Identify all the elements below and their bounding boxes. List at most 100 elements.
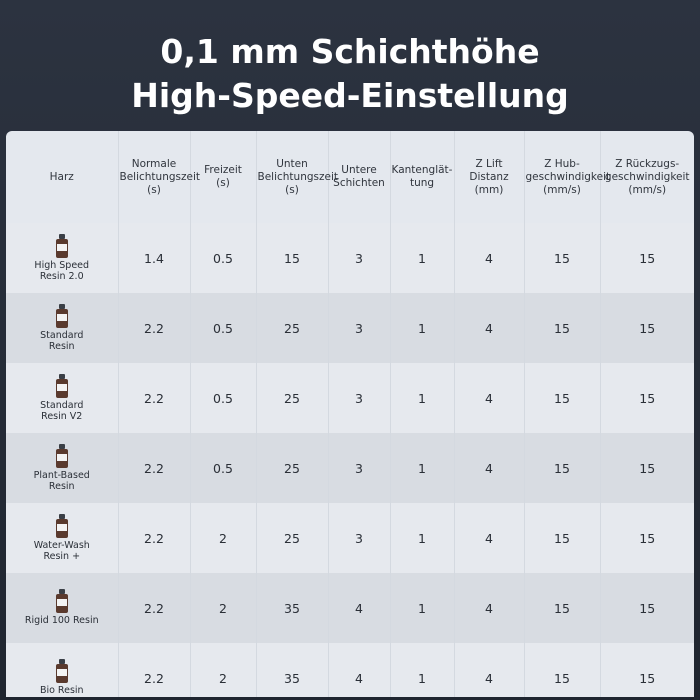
resin-name: Standard <box>40 399 84 411</box>
table-body: High Speed Resin 2.0 1.4 0.5 15 3 1 4 15 15 Standa… <box>6 223 694 697</box>
resin-bottle-icon <box>55 233 68 258</box>
table-cell: 15 <box>524 223 601 293</box>
table-cell: 15 <box>524 433 601 503</box>
table-cell: 15 <box>600 573 694 643</box>
column-header-text: Z Lift <box>475 157 503 170</box>
column-header-text: Harz <box>49 170 74 183</box>
table-cell: 3 <box>328 503 391 573</box>
table-cell: 4 <box>328 573 391 643</box>
resin-name: Resin <box>48 481 75 492</box>
table-row: Bio Resin 2.2 2 35 4 1 4 15 15 <box>6 643 694 697</box>
resin-name: Resin <box>48 341 75 352</box>
table-cell: 15 <box>600 363 694 433</box>
table-cell: 15 <box>600 223 694 293</box>
table-cell: 1.4 <box>118 223 191 293</box>
table-row: Water-Wash Resin +2.2 2 25 3 1 4 15 15 <box>6 503 694 573</box>
table-cell: 2.2 <box>118 643 191 697</box>
resin-cell: High Speed Resin 2.0 <box>6 223 119 293</box>
resin-bottle-icon <box>55 513 68 538</box>
table-cell: 2.2 <box>118 503 191 573</box>
column-header-text: Z Rückzugs- <box>615 157 680 170</box>
column-header-text: Schichten <box>333 177 385 189</box>
table-cell: 1 <box>390 363 455 433</box>
column-header: Z Lift Distanz (mm) <box>454 131 525 223</box>
column-header-text: (mm/s) <box>543 183 581 196</box>
resin-name: Standard <box>40 329 84 341</box>
table-cell: 15 <box>600 433 694 503</box>
table-cell: 4 <box>454 293 525 363</box>
column-header-text: Belichtungszeit <box>119 170 201 183</box>
table-cell: 15 <box>256 223 329 293</box>
table-cell: 4 <box>454 643 525 697</box>
resin-bottle-icon <box>55 443 68 468</box>
table-cell: 0.5 <box>190 223 257 293</box>
resin-cell: Standard Resin V2 <box>6 363 119 433</box>
header-row: Harz Normale Belichtungszeit (s) Freizeit (s)… <box>6 131 694 223</box>
table-cell: 15 <box>600 643 694 697</box>
table-row: Rigid 100 Resin 2.2 2 35 4 1 4 15 15 <box>6 573 694 643</box>
column-header-text: (s) <box>147 183 161 196</box>
column-header: Harz <box>6 131 119 223</box>
table-cell: 2.2 <box>118 433 191 503</box>
resin-bottle-icon <box>55 303 68 328</box>
page-title: 0,1 mm Schichthöhe High-Speed-Einstellun… <box>0 30 700 118</box>
column-header-text: Belichtungszeit <box>257 170 339 183</box>
table-cell: 3 <box>328 293 391 363</box>
column-header: Z Hub-geschwindigkeit (mm/s) <box>524 131 611 223</box>
table-cell: 4 <box>454 433 525 503</box>
column-header-text: (mm/s) <box>628 183 667 196</box>
table-row: Standard Resin V2 2.2 0.5 25 3 1 4 15 15 <box>6 363 694 433</box>
column-header: Kantenglät-tung <box>390 131 455 223</box>
title-line-1: 0,1 mm Schichthöhe <box>160 32 540 71</box>
column-header-text: Z Hub- <box>544 157 580 170</box>
table-cell: 15 <box>524 643 601 697</box>
table-cell: 0.5 <box>190 363 257 433</box>
table-row: Standard Resin 2.2 0.5 25 3 1 4 15 15 <box>6 293 694 363</box>
table-cell: 1 <box>390 293 455 363</box>
column-header-text: Distanz <box>469 170 509 183</box>
resin-cell: Plant-Based Resin <box>6 433 119 503</box>
table-cell: 0.5 <box>190 293 257 363</box>
table-cell: 2 <box>190 503 257 573</box>
column-header-text: (s) <box>216 177 230 189</box>
table-row: High Speed Resin 2.0 1.4 0.5 15 3 1 4 15 15 <box>6 223 694 293</box>
table-cell: 15 <box>524 363 601 433</box>
resin-name: Rigid 100 Resin <box>24 615 99 627</box>
resin-name: Plant-Based <box>33 469 90 481</box>
resin-cell: Bio Resin <box>6 643 119 697</box>
column-header-text: (mm) <box>474 183 504 196</box>
column-header: Unten Belichtungszeit (s) <box>256 131 339 223</box>
column-header-text: Untere <box>341 164 377 176</box>
table-cell: 2.2 <box>118 363 191 433</box>
column-header-text: Unten <box>276 157 308 170</box>
resin-name: Resin V2 <box>41 411 83 422</box>
table-cell: 15 <box>524 293 601 363</box>
resin-name: Resin + <box>43 551 81 562</box>
table-cell: 2 <box>190 573 257 643</box>
resin-bottle-icon <box>55 589 68 614</box>
table-cell: 3 <box>328 223 391 293</box>
resin-bottle-icon <box>55 373 68 398</box>
table-cell: 35 <box>256 643 329 697</box>
settings-table-panel: Harz Normale Belichtungszeit (s) Freizeit (s)… <box>6 131 694 697</box>
column-header-text: (s) <box>285 183 299 196</box>
table-cell: 1 <box>390 573 455 643</box>
resin-name: Water-Wash <box>33 539 90 551</box>
resin-cell: Rigid 100 Resin <box>6 573 119 643</box>
column-header-text: geschwindigkeit <box>525 170 611 183</box>
resin-name: Resin 2.0 <box>39 271 84 282</box>
table-cell: 25 <box>256 433 329 503</box>
table-cell: 4 <box>454 573 525 643</box>
column-header-text: tung <box>409 177 435 189</box>
table-cell: 4 <box>454 223 525 293</box>
title-line-2: High-Speed-Einstellung <box>131 76 569 115</box>
table-cell: 25 <box>256 293 329 363</box>
table-cell: 1 <box>390 503 455 573</box>
table-cell: 1 <box>390 223 455 293</box>
column-header-text: Freizeit <box>204 164 242 176</box>
resin-name: High Speed <box>34 259 90 271</box>
column-header: Normale Belichtungszeit (s) <box>118 131 201 223</box>
table-cell: 15 <box>524 503 601 573</box>
table-cell: 25 <box>256 363 329 433</box>
column-header: Untere Schichten <box>328 131 391 223</box>
